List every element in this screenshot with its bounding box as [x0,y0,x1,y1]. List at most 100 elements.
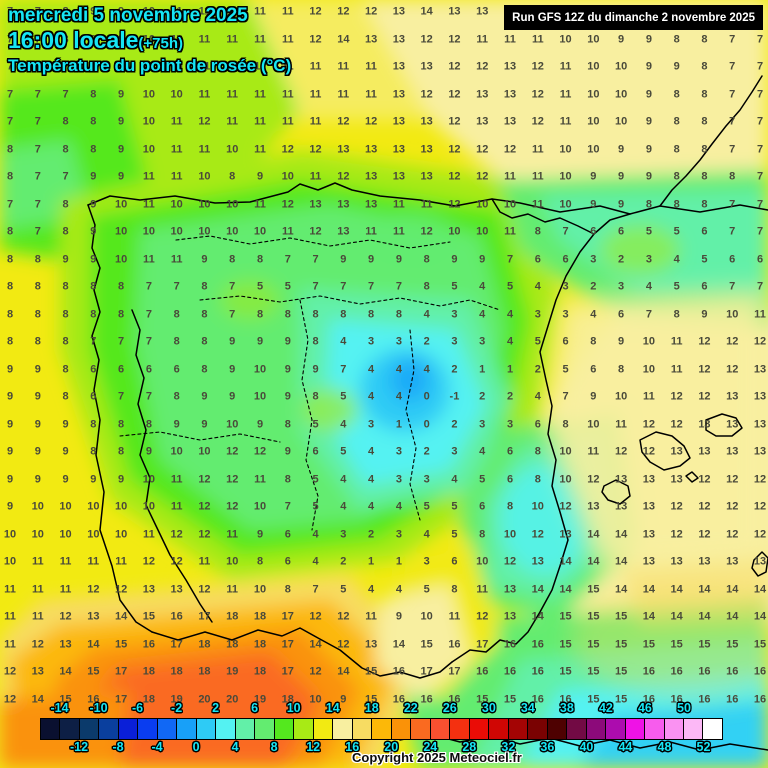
legend-tick: 28 [462,740,477,754]
grid-value: 11 [198,60,211,73]
grid-value: 13 [364,33,378,46]
grid-value: 17 [281,665,294,678]
grid-value: 12 [309,665,322,678]
grid-value: 10 [420,610,433,623]
grid-value: 10 [531,500,544,513]
grid-value: 11 [337,60,350,73]
grid-value: 15 [364,693,378,706]
grid-value: 10 [31,528,44,541]
grid-value: 8 [90,60,97,73]
grid-value: 5 [479,473,486,486]
grid-value: 12 [309,5,322,18]
grid-value: 3 [395,335,402,348]
grid-value: 8 [201,308,208,321]
grid-value: 12 [31,638,44,651]
grid-value: 8 [256,253,264,266]
grid-value: 10 [587,60,600,73]
grid-value: 11 [504,33,516,46]
grid-value: 13 [309,198,322,211]
grid-value: 9 [62,445,69,458]
title-time: 16:00 locale(+75h) [8,27,291,53]
grid-value: 15 [59,693,72,706]
grid-value: 8 [118,418,125,431]
grid-value: 14 [531,583,544,596]
grid-value: 13 [392,88,405,101]
grid-value: 7 [284,253,291,266]
legend-tick: -4 [151,740,163,754]
grid-value: 16 [698,693,711,706]
grid-value: 18 [253,610,267,623]
grid-value: 9 [645,60,652,73]
grid-value: 5 [423,583,430,596]
grid-value: 9 [90,253,97,266]
legend-swatch [333,719,353,739]
grid-value: 12 [198,583,211,596]
grid-value: 11 [559,115,572,128]
grid-value: 10 [642,335,655,348]
grid-value: 8 [118,280,125,293]
grid-value: 8 [284,418,291,431]
grid-value: 9 [62,418,69,431]
grid-value: 12 [448,170,461,183]
grid-value: 15 [642,638,655,651]
grid-value: 4 [395,390,402,403]
grid-value: 14 [559,555,572,568]
grid-value: 8 [62,363,69,376]
grid-value: 13 [726,555,739,568]
grid-value: 2 [340,555,347,568]
grid-value: 9 [618,33,625,46]
color-scale-legend[interactable] [40,718,723,740]
legend-swatch [547,719,568,739]
grid-value: 11 [531,33,544,46]
legend-tick: 10 [286,701,301,715]
grid-value: 13 [392,5,405,18]
grid-value: 8 [284,473,291,486]
grid-value: 13 [420,170,433,183]
grid-value: 7 [229,308,236,321]
grid-value: 11 [170,5,183,18]
grid-value: 12 [726,363,739,376]
grid-value: 7 [6,115,14,128]
grid-value: 4 [423,528,430,541]
grid-value: 12 [531,88,544,101]
legend-swatch [489,719,509,739]
legend-swatch [216,719,236,739]
grid-value: 12 [198,473,211,486]
grid-value: 10 [559,445,572,458]
title-block: mercredi 5 novembre 2025 16:00 locale(+7… [8,5,291,76]
grid-value: 9 [201,418,208,431]
grid-value: 7 [229,280,236,293]
grid-value: 9 [201,390,208,403]
grid-value: 8 [423,253,430,266]
grid-value: 7 [145,308,152,321]
grid-value: 6 [118,363,125,376]
grid-value: 11 [226,88,239,101]
grid-value: 13 [559,528,572,541]
grid-value: 10 [614,390,628,403]
grid-value: 9 [6,473,14,486]
grid-value: 12 [642,445,655,458]
grid-value: 18 [198,638,211,651]
grid-value: 8 [229,253,236,266]
legend-swatch [372,719,392,739]
legend-tick: 2 [212,701,220,715]
legend-swatch [430,719,451,739]
grid-value: 13 [392,170,405,183]
grid-value: 9 [90,225,97,238]
grid-value: 4 [368,363,375,376]
legend-swatch [625,719,646,739]
grid-value: 3 [340,528,347,541]
grid-value: 9 [6,500,14,513]
grid-value: 11 [143,528,155,541]
grid-value: 10 [142,88,155,101]
grid-value: 8 [673,33,680,46]
grid-value: 3 [506,418,514,431]
legend-tick: -10 [89,701,108,715]
grid-value: 13 [392,60,405,73]
grid-value: 11 [281,60,294,73]
grid-value: 9 [118,115,125,128]
grid-value: 11 [504,170,516,183]
grid-value: 11 [476,33,489,46]
grid-value: 13 [753,555,767,568]
